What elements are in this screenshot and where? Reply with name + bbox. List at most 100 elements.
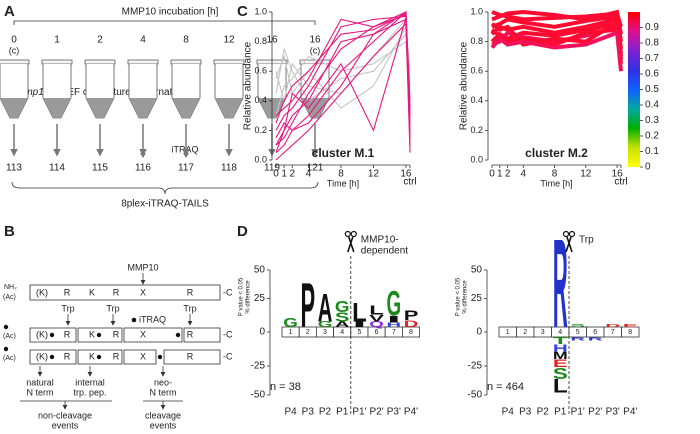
x-axis-label: Time [h] <box>540 178 572 188</box>
acetyl: (Ac) <box>3 294 16 301</box>
tube-liquid <box>86 98 114 118</box>
y-tick-label: 0.8 <box>470 36 483 46</box>
colorbar-label: 0.4 <box>645 100 659 111</box>
logo-letter: Q <box>369 320 384 329</box>
peptide-box <box>29 284 221 301</box>
residue: R <box>64 287 71 297</box>
panel-label: D <box>237 223 248 240</box>
position-number: 1 <box>289 329 293 336</box>
event-label: non-cleavage <box>38 410 92 420</box>
x-tick-label: 0 <box>273 169 279 180</box>
logo-letter: S <box>553 365 568 383</box>
y-tick-label: 0 <box>259 327 265 338</box>
y-axis-label: % difference <box>463 280 469 314</box>
x-tick-label: 16 <box>400 169 412 180</box>
position-label: P2' <box>370 407 384 418</box>
x-tick-label: 2 <box>289 169 295 180</box>
y-tick-label: -50 <box>251 390 266 401</box>
itraq-dot <box>157 354 163 360</box>
position-label: P1 <box>554 407 567 418</box>
y-tick-label: 0.0 <box>470 154 483 164</box>
colorbar-label: 0 <box>645 162 651 173</box>
itraq-dot <box>49 332 55 338</box>
c-term: -C <box>223 287 233 297</box>
logo-letter: R <box>570 336 585 341</box>
series-line <box>275 11 411 117</box>
itraq-dot <box>96 354 102 360</box>
residue: R <box>113 329 120 339</box>
logo-letter: I <box>386 314 401 325</box>
logo-letter: L <box>553 375 568 397</box>
y-tick-label: 0 <box>476 327 482 338</box>
tube <box>170 59 202 65</box>
position-number: 5 <box>576 329 580 336</box>
y-axis-label: Relative abundance <box>459 41 470 130</box>
scissors <box>562 230 570 238</box>
outcome: N term <box>27 387 54 397</box>
logo-letter: P <box>300 272 315 342</box>
itraq-dot <box>3 346 9 352</box>
series-line <box>275 18 411 154</box>
residue: R <box>113 287 120 297</box>
logo-letter: G <box>318 320 333 329</box>
y-axis-label: P value < 0.05 <box>239 277 245 316</box>
y-tick-label: 1.0 <box>470 6 483 16</box>
annotation: Trp <box>579 235 594 246</box>
time-label: 8 <box>183 35 189 46</box>
outcome: N term <box>150 387 177 397</box>
annotation: dependent <box>361 246 408 257</box>
y-tick-label: 0.4 <box>254 95 267 105</box>
x-tick-label: 4 <box>520 169 526 180</box>
time-label: 12 <box>223 35 235 46</box>
position-number: 3 <box>323 329 327 336</box>
channel-label: 114 <box>49 163 65 174</box>
event-label: events <box>52 420 79 430</box>
channel-label: 118 <box>221 163 237 174</box>
y-tick-label: 50 <box>254 265 266 276</box>
logo-letter: L <box>369 303 384 317</box>
residue: (K) <box>36 329 48 339</box>
n-term: NH₂ <box>4 284 17 291</box>
position-label: P4' <box>623 407 637 418</box>
position-label: P3 <box>519 407 532 418</box>
series-line <box>275 14 411 146</box>
y-tick-label: 0.2 <box>254 125 267 135</box>
residue: K <box>89 287 95 297</box>
residue: X <box>140 287 146 297</box>
c-term: -C <box>223 351 233 361</box>
y-tick-label: 0.2 <box>470 125 483 135</box>
colorbar-label: 0.3 <box>645 115 659 126</box>
protease: MMP10 <box>127 262 158 272</box>
logo-letter: E <box>623 323 638 328</box>
tube <box>84 59 116 65</box>
y-tick-label: 1.0 <box>254 6 267 16</box>
residue: X <box>140 329 146 339</box>
peptide-box <box>183 327 221 343</box>
x-tick-label: ctrl <box>403 177 416 188</box>
peptide-box <box>163 349 221 365</box>
logo-letter: A <box>335 320 350 329</box>
logo-letter: R <box>588 336 603 341</box>
position-label: P2' <box>588 407 602 418</box>
x-tick-label: 0 <box>489 169 495 180</box>
logo-letter: H <box>553 343 568 355</box>
position-label: P1' <box>352 407 366 418</box>
logo-letter: G <box>335 298 350 316</box>
position-number: 1 <box>506 329 510 336</box>
residue: R <box>64 329 71 339</box>
incubation-title: MMP10 incubation [h] <box>122 7 219 18</box>
tube-liquid <box>215 98 243 118</box>
logo-letter: E <box>553 358 568 370</box>
chart-title: cluster M.2 <box>525 146 588 160</box>
residue: (K) <box>36 287 48 297</box>
series-line <box>275 12 411 138</box>
residue: R <box>187 351 194 361</box>
position-cell <box>621 326 640 338</box>
logo-letter: R <box>553 213 568 355</box>
position-number: 7 <box>611 329 615 336</box>
outcome: internal <box>75 377 105 387</box>
position-number: 5 <box>357 329 361 336</box>
series-line <box>275 40 411 116</box>
logo-letter: I <box>352 320 367 329</box>
